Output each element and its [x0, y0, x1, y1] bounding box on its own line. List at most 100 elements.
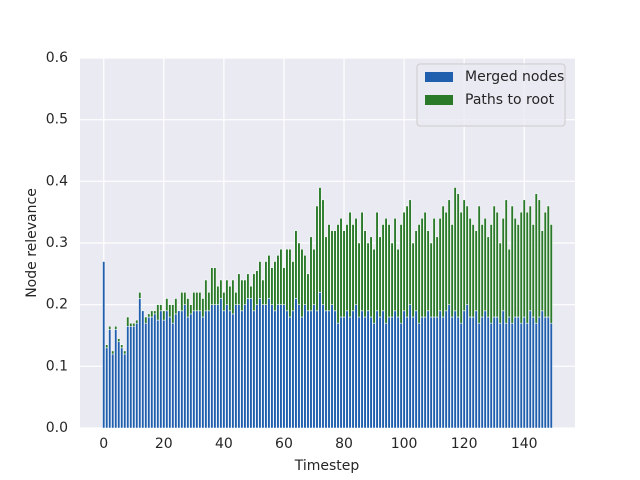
- bar-segment: [321, 199, 325, 305]
- bar-segment: [354, 304, 358, 429]
- bar-segment: [447, 304, 451, 429]
- bar-segment: [156, 304, 160, 321]
- bar-segment: [153, 313, 157, 429]
- bar-segment: [213, 304, 217, 429]
- bar-segment: [348, 316, 352, 429]
- bar-segment: [537, 199, 541, 318]
- bar-segment: [264, 304, 268, 429]
- x-axis-label: Timestep: [294, 458, 360, 474]
- bar-segment: [426, 230, 430, 312]
- bar-segment: [360, 211, 364, 312]
- bar-segment: [243, 279, 247, 305]
- bar-segment: [429, 242, 433, 318]
- bar-segment: [123, 353, 127, 429]
- bar-segment: [525, 322, 529, 429]
- bar-segment: [243, 304, 247, 429]
- bar-segment: [249, 285, 253, 299]
- bar-segment: [447, 199, 451, 305]
- bar-segment: [288, 248, 292, 318]
- bar-segment: [393, 218, 397, 312]
- x-tick-label: 20: [155, 436, 173, 452]
- bar-segment: [303, 255, 307, 305]
- bar-segment: [183, 292, 187, 305]
- bar-segment: [492, 316, 496, 429]
- bar-segment: [282, 267, 286, 305]
- bar-segment: [141, 310, 145, 429]
- bar-segment: [507, 248, 511, 318]
- bar-segment: [390, 242, 394, 318]
- bar-segment: [267, 298, 271, 429]
- bar-segment: [510, 322, 514, 429]
- bars: [102, 187, 553, 429]
- bar-segment: [528, 205, 532, 312]
- bar-segment: [120, 347, 124, 429]
- x-tick-label: 140: [511, 436, 538, 452]
- bar-segment: [411, 242, 415, 318]
- legend-swatch: [425, 72, 453, 82]
- bar-segment: [246, 273, 250, 299]
- bar-segment: [417, 224, 421, 324]
- y-tick-label: 0.0: [46, 420, 68, 436]
- y-tick-label: 0.2: [46, 297, 68, 313]
- bar-segment: [144, 322, 148, 429]
- legend: Merged nodes Paths to root: [416, 63, 566, 127]
- bar-segment: [261, 279, 265, 305]
- bar-segment: [507, 316, 511, 429]
- bar-segment: [201, 298, 205, 318]
- bar-segment: [411, 316, 415, 429]
- bar-segment: [234, 292, 238, 305]
- bar-segment: [285, 248, 289, 312]
- bar-segment: [351, 224, 355, 312]
- bar-segment: [474, 310, 478, 429]
- bar-segment: [468, 218, 472, 318]
- bar-segment: [255, 270, 259, 305]
- y-tick-label: 0.1: [46, 358, 68, 374]
- bar-segment: [366, 310, 370, 429]
- bar-segment: [285, 310, 289, 429]
- bar-segment: [360, 310, 364, 429]
- bar-segment: [312, 304, 316, 429]
- bar-segment: [333, 230, 337, 312]
- bar-segment: [375, 310, 379, 429]
- bar-segment: [492, 205, 496, 318]
- bar-segment: [129, 322, 133, 327]
- bar-segment: [399, 224, 403, 324]
- bar-segment: [336, 322, 340, 429]
- bar-segment: [450, 316, 454, 429]
- bar-segment: [486, 236, 490, 318]
- bar-segment: [108, 326, 112, 330]
- bar-segment: [270, 267, 274, 305]
- bar-segment: [423, 316, 427, 429]
- bar-segment: [168, 304, 172, 318]
- bar-segment: [498, 242, 502, 324]
- bar-segment: [171, 322, 175, 429]
- bar-segment: [534, 322, 538, 429]
- bar-segment: [441, 205, 445, 318]
- bar-segment: [159, 310, 163, 429]
- bar-segment: [504, 199, 508, 324]
- bar-segment: [189, 313, 193, 429]
- bar-segment: [207, 310, 211, 429]
- bar-segment: [309, 236, 313, 312]
- bar-segment: [174, 298, 178, 315]
- bar-segment: [288, 316, 292, 429]
- bar-segment: [342, 316, 346, 429]
- bar-segment: [372, 248, 376, 324]
- bar-segment: [420, 316, 424, 429]
- y-tick-label: 0.5: [46, 112, 68, 128]
- bar-segment: [114, 329, 118, 429]
- bar-segment: [432, 218, 436, 318]
- bar-segment: [438, 218, 442, 312]
- legend-box: [416, 63, 566, 127]
- bar-segment: [369, 316, 373, 429]
- bar-segment: [261, 304, 265, 429]
- bar-segment: [309, 310, 313, 429]
- bar-segment: [324, 236, 328, 312]
- bar-segment: [219, 279, 223, 299]
- bar-segment: [546, 316, 550, 429]
- bar-segment: [405, 205, 409, 318]
- bar-segment: [468, 316, 472, 429]
- bar-segment: [297, 242, 301, 305]
- bar-segment: [297, 304, 301, 429]
